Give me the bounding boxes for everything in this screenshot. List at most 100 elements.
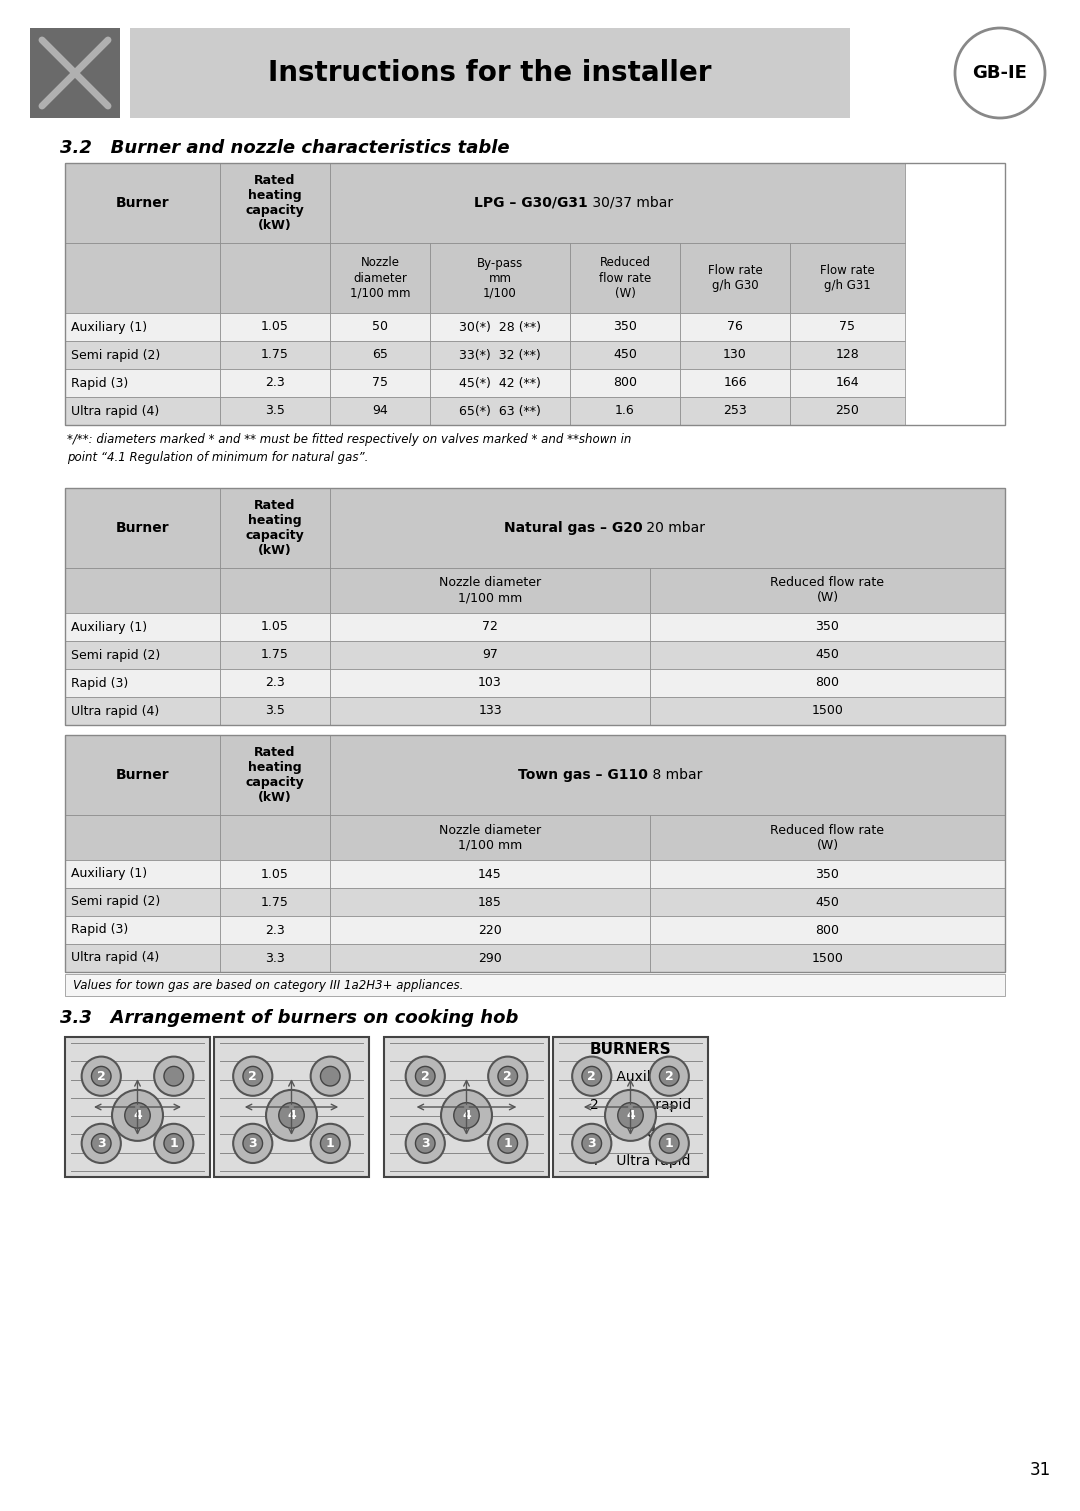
Text: 97: 97	[482, 648, 498, 662]
Bar	[65, 163, 1005, 425]
Text: 3.2   Burner and nozzle characteristics table: 3.2 Burner and nozzle characteristics ta…	[60, 139, 510, 157]
Circle shape	[233, 1124, 272, 1163]
Bar	[680, 313, 789, 341]
Circle shape	[498, 1067, 517, 1086]
Bar	[220, 860, 330, 888]
Text: 3.5: 3.5	[265, 704, 285, 718]
Text: 1.05: 1.05	[261, 867, 289, 881]
Text: 75: 75	[372, 376, 388, 390]
Text: 30(*)  28 (**): 30(*) 28 (**)	[459, 320, 541, 334]
Bar	[384, 1037, 549, 1177]
Circle shape	[321, 1067, 340, 1086]
Text: Semi rapid (2): Semi rapid (2)	[71, 896, 160, 908]
Circle shape	[454, 1103, 480, 1129]
Circle shape	[82, 1124, 121, 1163]
Bar	[330, 341, 430, 369]
Text: 103: 103	[478, 677, 502, 689]
Text: 76: 76	[727, 320, 743, 334]
Bar	[220, 613, 330, 641]
Bar	[220, 641, 330, 669]
Text: 2: 2	[588, 1070, 596, 1083]
Bar	[65, 313, 220, 341]
Text: 2.3: 2.3	[265, 677, 285, 689]
Bar	[650, 697, 1005, 725]
Bar	[330, 888, 650, 916]
Text: 3: 3	[248, 1136, 257, 1150]
Bar	[220, 568, 330, 613]
Circle shape	[406, 1124, 445, 1163]
Circle shape	[582, 1133, 602, 1153]
Bar	[220, 163, 330, 243]
Text: LPG – G30/G31: LPG – G30/G31	[474, 196, 588, 210]
Text: 350: 350	[815, 867, 839, 881]
Text: 4: 4	[626, 1109, 635, 1121]
Bar	[65, 613, 220, 641]
Bar	[789, 397, 905, 425]
Text: 450: 450	[815, 896, 839, 908]
Text: 290: 290	[478, 952, 502, 964]
Text: 20 mbar: 20 mbar	[643, 521, 705, 535]
Bar	[570, 341, 680, 369]
Circle shape	[321, 1133, 340, 1153]
Text: Ultra rapid (4): Ultra rapid (4)	[71, 405, 159, 417]
Text: 130: 130	[724, 349, 747, 361]
Text: 4    Ultra rapid: 4 Ultra rapid	[590, 1154, 690, 1168]
Text: Rated
heating
capacity
(kW): Rated heating capacity (kW)	[245, 499, 305, 558]
Bar	[65, 488, 220, 568]
Text: Ultra rapid (4): Ultra rapid (4)	[71, 704, 159, 718]
Text: 75: 75	[839, 320, 855, 334]
Bar	[430, 313, 570, 341]
Text: 4: 4	[287, 1109, 296, 1121]
Text: GB-IE: GB-IE	[973, 63, 1027, 82]
Circle shape	[488, 1056, 527, 1095]
Text: 1.75: 1.75	[261, 896, 289, 908]
Bar	[330, 814, 650, 860]
Bar	[430, 369, 570, 397]
Text: 3: 3	[421, 1136, 430, 1150]
Text: 1.05: 1.05	[261, 621, 289, 633]
Bar	[570, 313, 680, 341]
Bar	[220, 341, 330, 369]
Circle shape	[164, 1067, 184, 1086]
Bar	[220, 397, 330, 425]
Bar	[65, 488, 1005, 725]
Circle shape	[154, 1056, 193, 1095]
Circle shape	[650, 1056, 689, 1095]
Text: 1    Auxiliary: 1 Auxiliary	[590, 1070, 677, 1083]
Bar	[680, 341, 789, 369]
Text: BURNERS: BURNERS	[590, 1043, 672, 1058]
Bar	[220, 488, 330, 568]
Text: 1500: 1500	[811, 952, 843, 964]
Circle shape	[92, 1067, 111, 1086]
Bar	[650, 669, 1005, 697]
Text: Reduced flow rate
(W): Reduced flow rate (W)	[770, 823, 885, 852]
Bar	[570, 243, 680, 313]
Circle shape	[582, 1067, 602, 1086]
Bar	[789, 369, 905, 397]
Circle shape	[416, 1067, 435, 1086]
Bar	[330, 613, 650, 641]
Text: Auxiliary (1): Auxiliary (1)	[71, 867, 147, 881]
Bar	[65, 944, 220, 972]
Text: Flow rate
g/h G31: Flow rate g/h G31	[820, 264, 875, 292]
Bar	[330, 369, 430, 397]
Bar	[65, 734, 1005, 972]
Bar	[650, 916, 1005, 944]
Text: 2.3: 2.3	[265, 923, 285, 937]
Text: 3    Rapid: 3 Rapid	[590, 1126, 656, 1139]
Text: 50: 50	[372, 320, 388, 334]
Text: By-pass
mm
1/100: By-pass mm 1/100	[477, 257, 523, 299]
Text: 4: 4	[462, 1109, 471, 1121]
Circle shape	[243, 1067, 262, 1086]
Circle shape	[266, 1089, 318, 1141]
Circle shape	[112, 1089, 163, 1141]
Bar	[220, 944, 330, 972]
Text: Reduced flow rate
(W): Reduced flow rate (W)	[770, 577, 885, 604]
Bar	[65, 341, 220, 369]
Circle shape	[243, 1133, 262, 1153]
Bar	[650, 568, 1005, 613]
Bar	[65, 568, 220, 613]
Bar	[65, 814, 220, 860]
Bar	[65, 369, 220, 397]
Circle shape	[92, 1133, 111, 1153]
